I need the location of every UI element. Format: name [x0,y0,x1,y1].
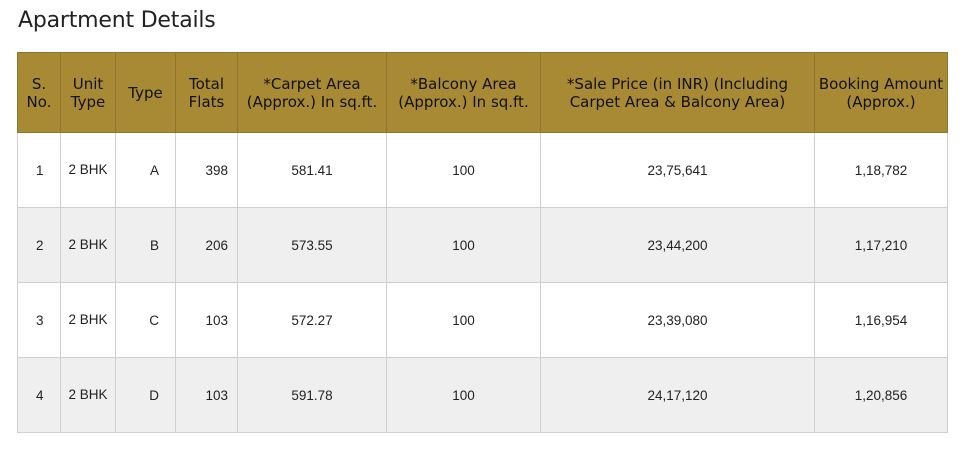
cell-booking-amount: 1,17,210 [814,207,948,283]
cell-type: D [115,357,176,433]
table-row: 3 2 BHK C 103 572.27 100 23,39,080 1,16,… [17,282,948,358]
cell-carpet-area: 591.78 [237,357,387,433]
cell-booking-amount: 1,16,954 [814,282,948,358]
cell-balcony-area: 100 [386,207,541,283]
cell-type: B [115,207,176,283]
cell-balcony-area: 100 [386,132,541,208]
cell-total-flats: 206 [175,207,238,283]
col-header-total-flats: Total Flats [175,52,238,133]
col-header-type: Type [115,52,176,133]
cell-total-flats: 103 [175,357,238,433]
cell-sno: 4 [17,357,61,433]
cell-booking-amount: 1,20,856 [814,357,948,433]
cell-carpet-area: 573.55 [237,207,387,283]
cell-type: C [115,282,176,358]
table-row: 2 2 BHK B 206 573.55 100 23,44,200 1,17,… [17,207,948,283]
cell-sale-price: 24,17,120 [540,357,815,433]
apartment-details-table: S. No. Unit Type Type Total Flats *Carpe… [17,52,948,433]
cell-balcony-area: 100 [386,357,541,433]
col-header-sno: S. No. [17,52,61,133]
cell-carpet-area: 581.41 [237,132,387,208]
cell-unit-type: 2 BHK [60,132,116,208]
cell-sale-price: 23,44,200 [540,207,815,283]
col-header-balcony-area: *Balcony Area (Approx.) In sq.ft. [386,52,541,133]
cell-total-flats: 103 [175,282,238,358]
cell-booking-amount: 1,18,782 [814,132,948,208]
cell-unit-type: 2 BHK [60,282,116,358]
cell-unit-type: 2 BHK [60,357,116,433]
cell-carpet-area: 572.27 [237,282,387,358]
col-header-carpet-area: *Carpet Area (Approx.) In sq.ft. [237,52,387,133]
cell-sno: 1 [17,132,61,208]
page-title: Apartment Details [18,8,216,33]
col-header-booking-amount: Booking Amount (Approx.) [814,52,948,133]
table-header-row: S. No. Unit Type Type Total Flats *Carpe… [17,52,948,133]
cell-sno: 2 [17,207,61,283]
table-row: 4 2 BHK D 103 591.78 100 24,17,120 1,20,… [17,357,948,433]
cell-type: A [115,132,176,208]
cell-balcony-area: 100 [386,282,541,358]
cell-sale-price: 23,75,641 [540,132,815,208]
cell-sale-price: 23,39,080 [540,282,815,358]
col-header-unit-type: Unit Type [60,52,116,133]
cell-total-flats: 398 [175,132,238,208]
table-row: 1 2 BHK A 398 581.41 100 23,75,641 1,18,… [17,132,948,208]
cell-sno: 3 [17,282,61,358]
cell-unit-type: 2 BHK [60,207,116,283]
col-header-sale-price: *Sale Price (in INR) (Including Carpet A… [540,52,815,133]
